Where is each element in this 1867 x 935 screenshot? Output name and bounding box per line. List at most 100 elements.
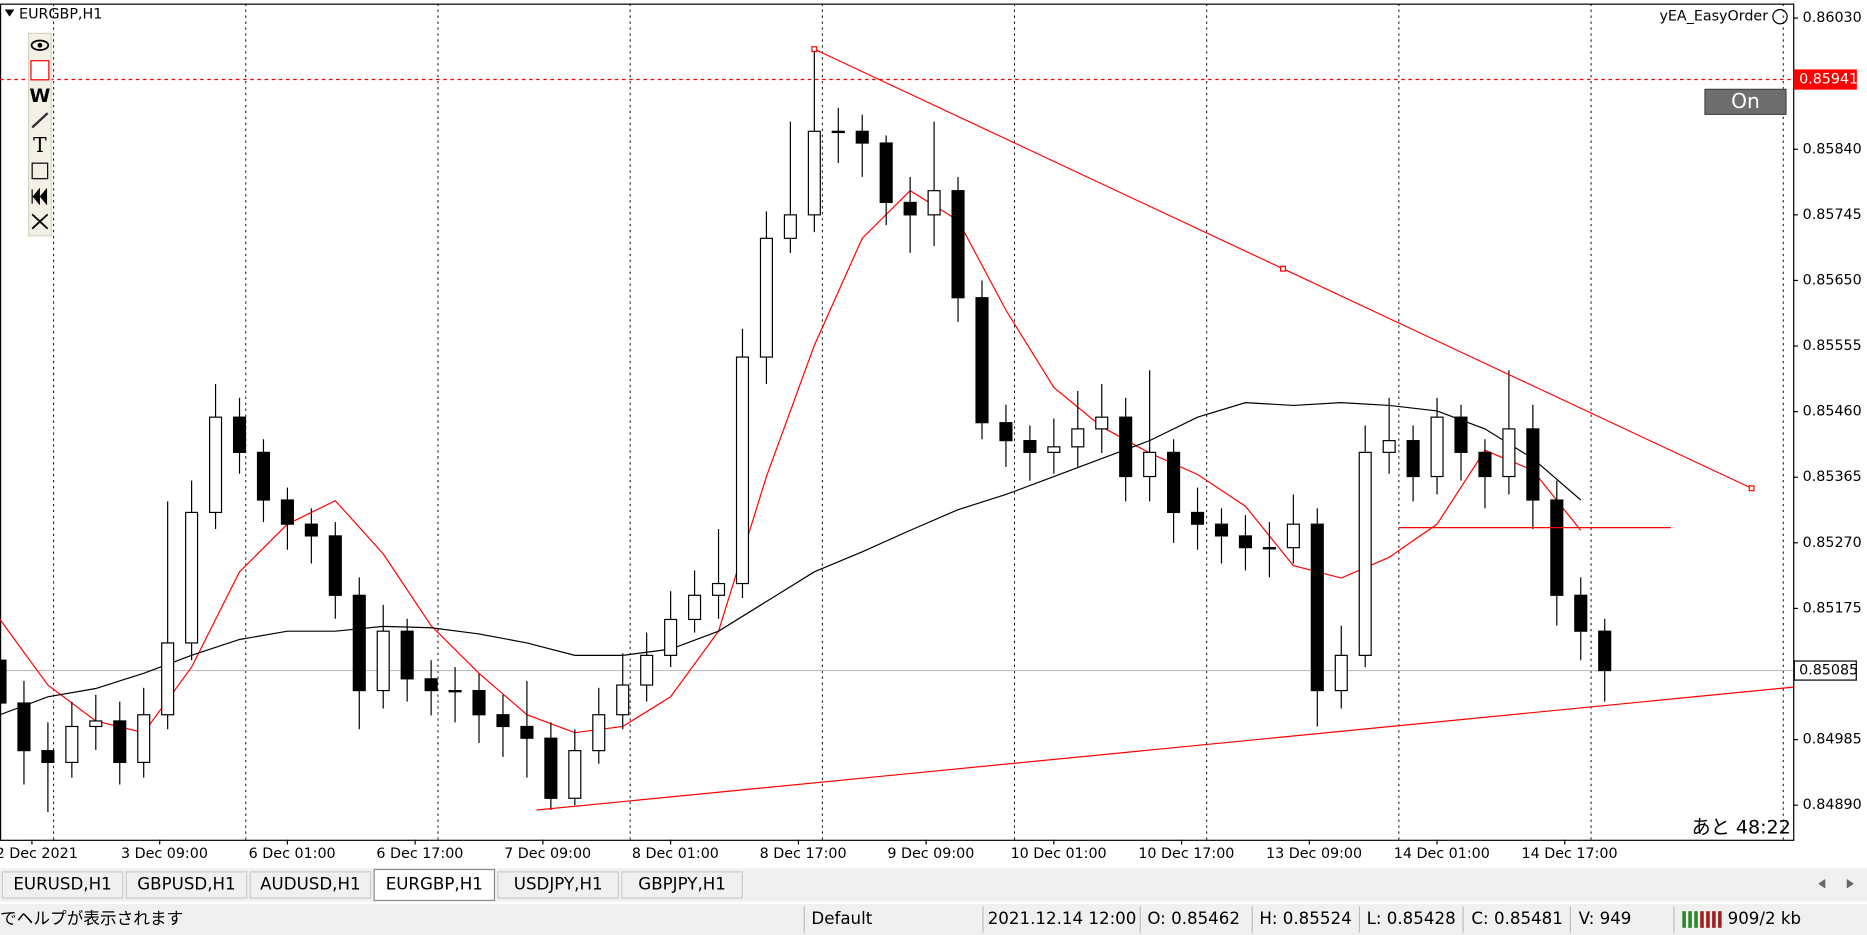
toolbar-bg — [27, 32, 52, 237]
candle-body — [711, 582, 726, 596]
trend-anchor[interactable] — [811, 46, 818, 53]
y-tick-label: 0.85650 — [1803, 272, 1862, 288]
symbol-label: EURGBP,H1 — [19, 6, 102, 22]
price-label: 0.85085 — [1799, 663, 1858, 679]
moving-average — [0, 402, 1582, 716]
candle-body — [0, 659, 7, 704]
tab-bg — [1, 871, 124, 899]
pencil-icon[interactable] — [31, 112, 49, 129]
traffic-icon — [1682, 911, 1722, 928]
candle-body — [1238, 535, 1253, 549]
candle-body — [759, 237, 773, 358]
tab[interactable]: GBPUSD,H1 — [125, 871, 248, 899]
candle-body — [304, 523, 318, 537]
candle-body — [1502, 428, 1516, 478]
candle-body — [1430, 416, 1444, 478]
status-traffic: 909/2 kb — [1728, 909, 1802, 928]
candle-body — [1310, 523, 1324, 692]
candle-body — [927, 190, 941, 216]
y-tick-label: 0.85175 — [1803, 600, 1862, 616]
sell-icon[interactable] — [30, 60, 50, 81]
label-icon[interactable] — [31, 162, 49, 180]
rewind-icon[interactable] — [31, 187, 48, 206]
tab-label: USDJPY,H1 — [514, 874, 603, 893]
candle-body — [328, 535, 342, 596]
drawing-toolbar: W T — [27, 32, 52, 237]
tab[interactable]: AUDUSD,H1 — [249, 871, 372, 899]
candle-body — [280, 499, 294, 525]
x-tick-label: 14 Dec 17:00 — [1522, 846, 1618, 862]
status-time: 2021.12.14 12:00 — [988, 909, 1137, 928]
x-tick-label: 14 Dec 01:00 — [1394, 846, 1490, 862]
ea-button[interactable]: On — [1704, 88, 1787, 115]
candle-body — [999, 422, 1013, 442]
status-volume: V: 949 — [1579, 909, 1632, 928]
price-label: 0.85941 — [1799, 72, 1858, 88]
candle-body — [17, 702, 31, 752]
scissors-icon[interactable] — [31, 213, 49, 230]
collapse-arrow[interactable] — [4, 9, 15, 17]
candle-body — [256, 451, 271, 501]
w-icon[interactable]: W — [29, 85, 50, 107]
candle-body — [879, 142, 893, 204]
countdown: あと 48:22 — [1692, 816, 1791, 838]
candle-body — [113, 720, 127, 763]
status-high: H: 0.85524 — [1259, 909, 1351, 928]
tab-label: GBPUSD,H1 — [137, 874, 235, 893]
x-tick-label: 7 Dec 09:00 — [504, 846, 591, 862]
candle-body — [1023, 440, 1037, 453]
button-bg — [1704, 88, 1787, 115]
candle-body — [1119, 416, 1133, 478]
candle-body — [1334, 654, 1348, 692]
candle-body — [1047, 446, 1061, 453]
text-icon[interactable]: T — [33, 133, 47, 157]
candle-body — [1526, 428, 1540, 501]
x-tick-label: 13 Dec 09:00 — [1266, 846, 1362, 862]
candle-body — [1598, 630, 1612, 672]
tab[interactable]: EURGBP,H1 — [373, 868, 496, 902]
trend-anchor[interactable] — [1279, 265, 1286, 272]
candle-body — [400, 630, 414, 680]
y-tick-label: 0.85365 — [1803, 469, 1862, 485]
candle-body — [1478, 451, 1492, 478]
tab-scroll[interactable] — [1818, 879, 1854, 889]
candle-body — [903, 201, 917, 216]
x-tick-label: 3 Dec 09:00 — [121, 846, 208, 862]
x-tick-label: 6 Dec 17:00 — [376, 846, 463, 862]
tab[interactable]: EURUSD,H1 — [1, 871, 124, 899]
candle-body — [209, 416, 223, 514]
candle-body — [41, 750, 55, 763]
x-tick-label: 10 Dec 01:00 — [1011, 846, 1107, 862]
tab[interactable]: GBPJPY,H1 — [621, 871, 743, 899]
candle-body — [472, 689, 486, 716]
eye-icon[interactable] — [30, 39, 50, 51]
tab-label: EURGBP,H1 — [386, 874, 483, 893]
ea-icon[interactable] — [1772, 8, 1788, 25]
y-tick-label: 0.85555 — [1803, 338, 1862, 354]
trend-anchor[interactable] — [1748, 485, 1755, 492]
candle-body — [975, 297, 989, 424]
candle-body — [1454, 416, 1468, 453]
tab[interactable]: USDJPY,H1 — [497, 871, 619, 899]
candle-body — [1214, 523, 1229, 537]
y-tick-label: 0.86030 — [1803, 10, 1862, 26]
status-help: でヘルプが表示されます — [0, 909, 183, 928]
x-tick-label: 6 Dec 01:00 — [249, 846, 336, 862]
candle-body — [1550, 499, 1564, 596]
candle-body — [592, 714, 606, 752]
candle-body — [448, 689, 462, 693]
candle-body — [376, 630, 390, 692]
candle-body — [568, 750, 582, 799]
price-label-bg — [1793, 69, 1857, 90]
candle-body — [735, 356, 750, 585]
tab-bg — [373, 868, 496, 902]
candle-body — [831, 130, 845, 134]
status-profile: Default — [811, 909, 872, 928]
candle-body — [783, 214, 797, 239]
tab-label: GBPJPY,H1 — [638, 874, 726, 893]
y-tick-label: 0.85745 — [1803, 207, 1862, 223]
x-tick-label: 9 Dec 09:00 — [887, 846, 974, 862]
candle-body — [1262, 547, 1276, 550]
candle-body — [855, 130, 869, 144]
